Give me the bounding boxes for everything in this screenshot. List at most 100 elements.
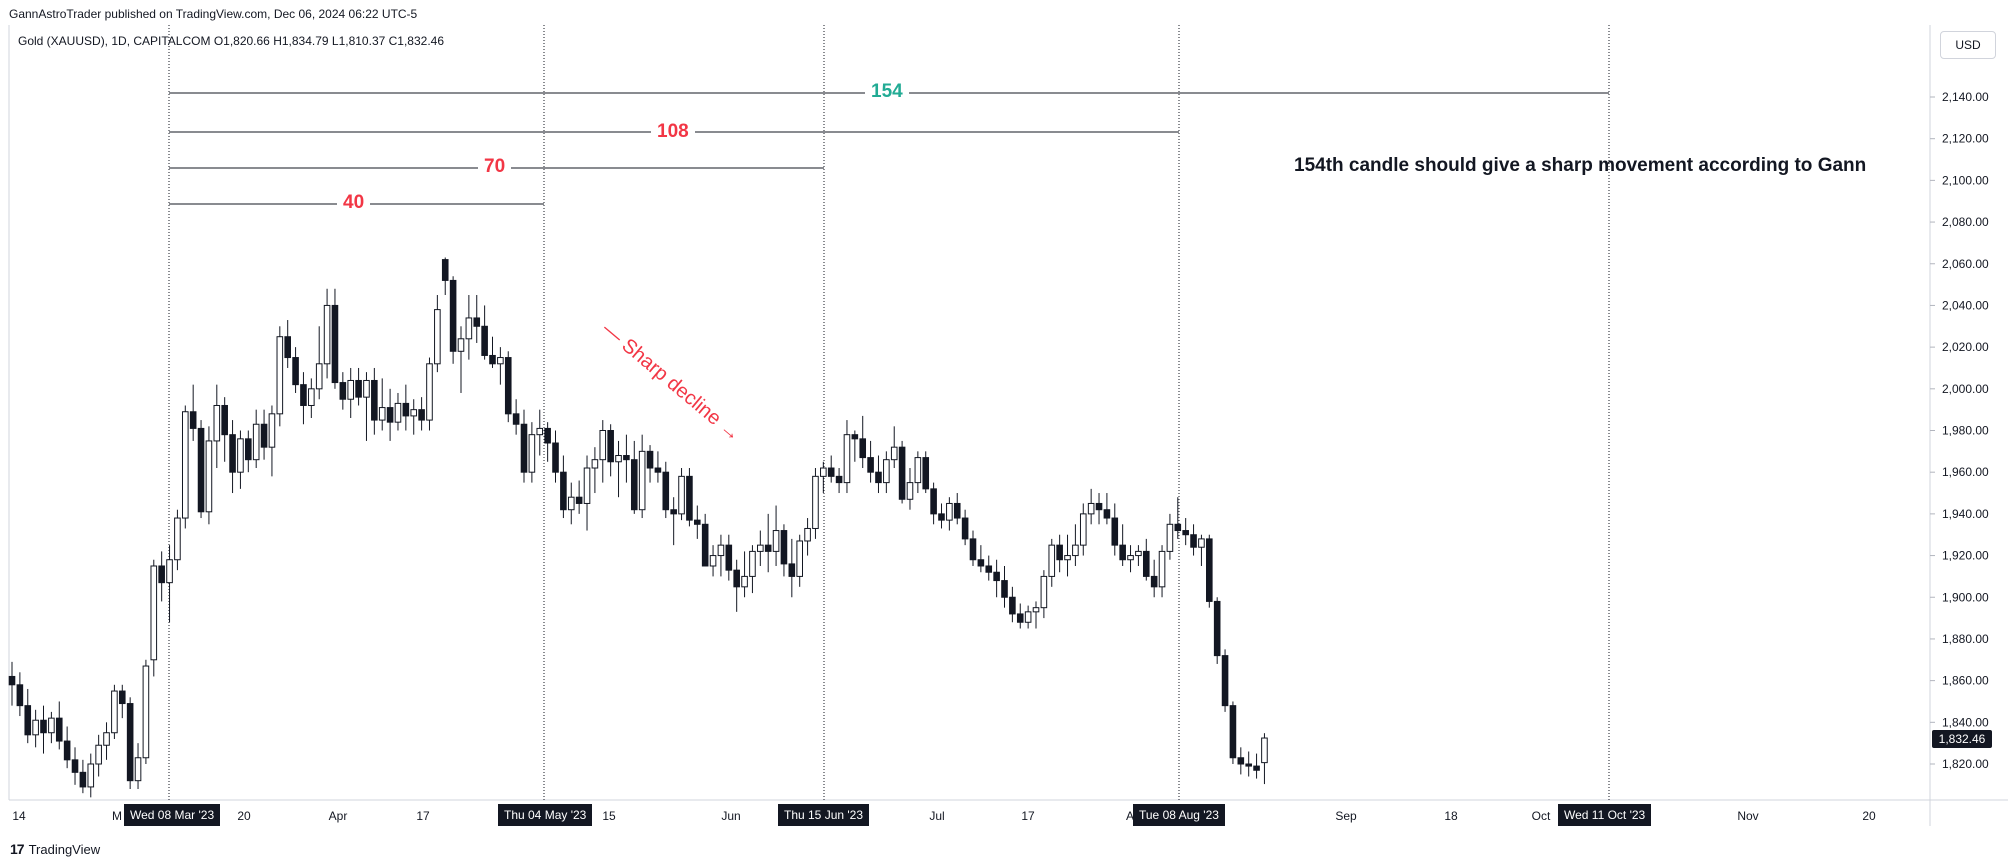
candle-down-body bbox=[922, 457, 930, 490]
candle-up-body bbox=[347, 379, 355, 400]
candle-down-body bbox=[1103, 509, 1111, 519]
count-label-40: 40 bbox=[337, 192, 371, 214]
candle-up-body bbox=[717, 544, 725, 557]
candle-up-body bbox=[749, 550, 756, 577]
candle-up-body bbox=[213, 404, 221, 442]
candle-down-body bbox=[764, 544, 772, 552]
candle-up-body bbox=[150, 565, 158, 661]
candles bbox=[8, 257, 1268, 798]
candle-down-body bbox=[827, 467, 835, 477]
candle-up-body bbox=[1048, 544, 1056, 577]
y-tick-label: 1,940.00 bbox=[1942, 507, 1989, 521]
candle-up-body bbox=[678, 475, 685, 515]
candle-up-body bbox=[914, 457, 922, 484]
gann-count-lines bbox=[169, 92, 1609, 205]
candle-down-body bbox=[1213, 600, 1221, 657]
candle-down-body bbox=[1056, 544, 1063, 561]
candle-up-body bbox=[95, 744, 102, 765]
candle-up-body bbox=[1040, 575, 1048, 609]
candle-down-body bbox=[961, 517, 969, 540]
candle-down-body bbox=[560, 471, 567, 511]
candle-up-body bbox=[1127, 555, 1134, 561]
candle-down-body bbox=[859, 438, 867, 459]
gann-vertical-lines bbox=[168, 25, 1610, 800]
candle-down-body bbox=[355, 379, 362, 398]
y-tick-label: 2,100.00 bbox=[1942, 173, 1989, 187]
x-tick-label: Jul bbox=[929, 809, 944, 823]
candle-down-body bbox=[623, 455, 630, 461]
y-tick-label: 2,080.00 bbox=[1942, 215, 1989, 229]
gann-note-text: 154th candle should give a sharp movemen… bbox=[1294, 155, 1867, 176]
candle-down-body bbox=[260, 423, 268, 448]
candle-down-body bbox=[953, 502, 961, 519]
tradingview-footer[interactable]: 17 TradingView bbox=[10, 841, 100, 857]
y-tick-label: 2,020.00 bbox=[1942, 340, 1989, 354]
date-marker-154: Wed 11 Oct '23 bbox=[1558, 804, 1652, 826]
currency-selector-button[interactable]: USD bbox=[1940, 31, 1996, 59]
tradingview-brand-label: TradingView bbox=[28, 841, 101, 857]
candle-up-body bbox=[890, 446, 898, 461]
candle-down-body bbox=[158, 565, 165, 584]
candle-up-body bbox=[181, 411, 189, 519]
time-axis[interactable]: 14 M 20 Apr 17 15 Jun Jul 17 A Sep 18 Oct Nov 20 bbox=[12, 809, 1876, 823]
x-tick-label: 15 bbox=[602, 809, 616, 823]
candle-up-body bbox=[363, 379, 370, 398]
price-axis[interactable]: 1,820.00 1,840.00 1,860.00 1,880.00 1,900.00… bbox=[1930, 90, 1989, 771]
candle-down-body bbox=[473, 317, 481, 327]
candle-down-body bbox=[441, 259, 449, 281]
candle-down-body bbox=[489, 354, 496, 365]
date-marker-start: Wed 08 Mar '23 bbox=[124, 804, 221, 826]
candle-down-body bbox=[40, 719, 47, 734]
x-tick-label: M bbox=[112, 809, 122, 823]
candle-down-body bbox=[1206, 538, 1213, 602]
candle-down-body bbox=[701, 523, 709, 567]
date-marker-70: Thu 15 Jun '23 bbox=[778, 804, 870, 826]
y-tick-label: 2,040.00 bbox=[1942, 298, 1989, 312]
candle-down-body bbox=[1190, 534, 1197, 548]
candle-down-body bbox=[481, 325, 488, 356]
y-tick-label: 1,820.00 bbox=[1942, 757, 1989, 771]
candle-down-body bbox=[292, 357, 299, 386]
candle-up-body bbox=[1261, 737, 1268, 764]
candle-down-body bbox=[725, 544, 733, 571]
candle-down-body bbox=[1253, 765, 1260, 771]
candle-down-body bbox=[780, 530, 788, 565]
candle-up-body bbox=[812, 475, 819, 529]
candle-up-body bbox=[111, 690, 118, 734]
candle-down-body bbox=[1182, 530, 1189, 536]
candle-up-body bbox=[599, 430, 607, 461]
candle-down-body bbox=[898, 446, 906, 500]
candle-down-body bbox=[646, 450, 654, 469]
candle-up-body bbox=[1024, 611, 1032, 623]
candle-up-body bbox=[1087, 502, 1095, 515]
candle-down-body bbox=[1142, 550, 1150, 577]
candle-up-body bbox=[638, 450, 646, 511]
published-by-text: GannAstroTrader published on TradingView… bbox=[9, 7, 418, 21]
candle-down-body bbox=[630, 459, 638, 511]
candle-down-body bbox=[331, 304, 339, 384]
candle-down-body bbox=[189, 411, 197, 429]
candle-up-body bbox=[252, 423, 260, 461]
candle-down-body bbox=[402, 402, 410, 417]
date-marker-40: Thu 04 May '23 bbox=[498, 804, 593, 826]
y-tick-label: 1,840.00 bbox=[1942, 715, 1989, 729]
x-tick-label: A bbox=[1126, 809, 1134, 823]
candle-up-body bbox=[1064, 555, 1071, 561]
candle-down-body bbox=[118, 690, 126, 705]
candle-down-body bbox=[985, 565, 993, 573]
candle-down-body bbox=[1229, 705, 1237, 759]
candle-down-body bbox=[1016, 613, 1024, 623]
candle-down-body bbox=[1095, 502, 1103, 511]
candle-up-body bbox=[804, 527, 811, 542]
y-tick-label: 2,140.00 bbox=[1942, 90, 1989, 104]
x-tick-label: Apr bbox=[329, 809, 348, 823]
candle-up-body bbox=[268, 413, 276, 448]
candle-down-body bbox=[686, 475, 693, 521]
candle-up-body bbox=[615, 455, 622, 463]
candle-up-body bbox=[820, 467, 827, 477]
candle-up-body bbox=[497, 357, 504, 365]
candle-down-body bbox=[284, 336, 291, 359]
candle-up-body bbox=[142, 665, 150, 759]
candle-up-body bbox=[946, 502, 953, 521]
